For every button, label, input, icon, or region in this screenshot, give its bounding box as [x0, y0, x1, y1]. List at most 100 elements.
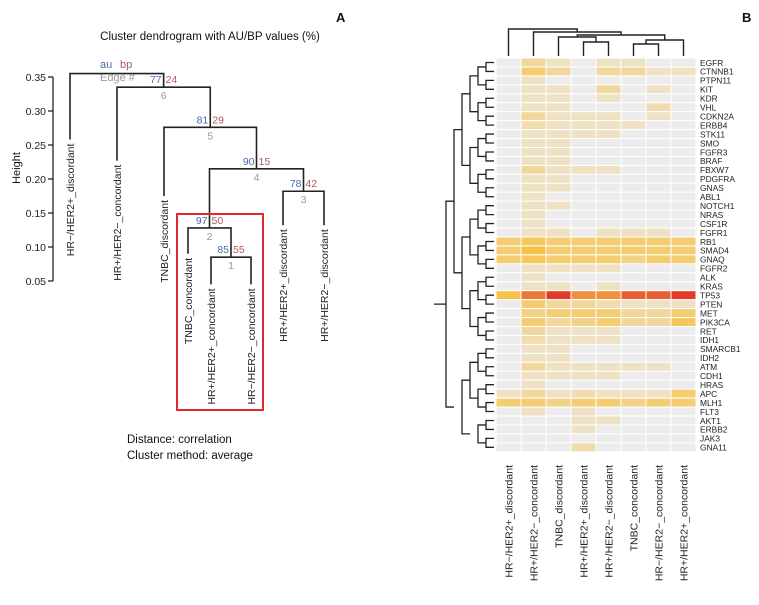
- heatmap-cell: [545, 129, 572, 140]
- heatmap-cell: [645, 120, 672, 131]
- heatmap-cell: [670, 227, 697, 238]
- heatmap-row-label: CSF1R: [700, 219, 727, 229]
- heatmap-cell: [520, 129, 547, 140]
- heatmap-cell: [545, 84, 572, 95]
- heatmap-cell: [495, 326, 522, 336]
- heatmap-row-label: CDKN2A: [700, 111, 734, 121]
- heatmap-cell: [645, 227, 672, 238]
- heatmap-cell: [620, 308, 647, 319]
- heatmap-cell: [670, 93, 697, 104]
- heatmap-cell: [670, 308, 697, 319]
- leaf-label: HR+/HER2−_concordant: [112, 165, 124, 281]
- node-au-value: 77: [150, 74, 162, 86]
- heatmap-cell: [570, 218, 597, 229]
- node-au-value: 81: [197, 114, 209, 126]
- leaf-label: TNBC_discordant: [159, 200, 171, 283]
- heatmap-cell: [620, 263, 647, 274]
- heatmap-column-label: HR−/HER2−_concordant: [654, 465, 666, 581]
- heatmap-cell: [520, 442, 547, 453]
- heatmap-row-label: PIK3CA: [700, 317, 730, 327]
- heatmap-cell: [595, 379, 622, 390]
- heatmap-row-label: MET: [700, 308, 718, 318]
- heatmap-cell: [545, 147, 572, 157]
- heatmap-cell: [670, 138, 697, 149]
- heatmap-cell: [520, 218, 547, 229]
- heatmap-cell: [495, 138, 522, 149]
- heatmap-cell: [520, 209, 547, 220]
- heatmap-cell: [595, 227, 622, 238]
- heatmap-cell: [495, 308, 522, 319]
- heatmap-cell: [495, 102, 522, 113]
- heatmap-cell: [645, 299, 672, 310]
- row-tree-branch: [477, 173, 486, 193]
- heatmap-cell: [520, 227, 547, 238]
- row-tree-branch: [485, 169, 494, 180]
- heatmap-cell: [645, 433, 672, 444]
- heatmap-cell: [495, 236, 522, 247]
- heatmap-cell: [520, 379, 547, 390]
- heatmap-row-label: PTPN11: [700, 76, 731, 86]
- heatmap-cell: [495, 424, 522, 435]
- leaf-label: HR+/HER2−_discordant: [319, 229, 331, 342]
- heatmap-row-label: RET: [700, 326, 717, 336]
- heatmap-cell: [570, 182, 597, 193]
- heatmap-cell: [545, 93, 572, 104]
- heatmap-cell: [595, 290, 622, 301]
- heatmap-cell: [545, 182, 572, 193]
- heatmap-cell: [645, 200, 672, 211]
- heatmap-cell: [570, 191, 597, 202]
- heatmap-row-label: PTEN: [700, 299, 722, 309]
- heatmap-cell: [520, 317, 547, 327]
- heatmap-cell: [670, 200, 697, 211]
- heatmap-cell: [620, 200, 647, 211]
- heatmap-cell: [545, 75, 572, 86]
- heatmap-cell: [520, 111, 547, 122]
- heatmap-cell: [520, 388, 547, 399]
- heatmap-column-dendrogram: [507, 28, 685, 56]
- heatmap-cell: [495, 442, 522, 453]
- heatmap-cell: [645, 102, 672, 113]
- heatmap-cell: [645, 361, 672, 372]
- heatmap-cell: [645, 218, 672, 229]
- heatmap-cell: [520, 138, 547, 149]
- heatmap-row-label: ERBB2: [700, 425, 728, 435]
- node-edge-number: 6: [161, 90, 167, 102]
- heatmap-cell: [595, 424, 622, 435]
- heatmap-cell: [645, 84, 672, 95]
- heatmap-cell: [495, 173, 522, 184]
- heatmap-cell: [670, 102, 697, 113]
- heatmap-cell: [670, 424, 697, 435]
- heatmap-cell: [620, 111, 647, 122]
- heatmap-cell: [495, 299, 522, 310]
- heatmap-row-label: SMARCB1: [700, 344, 741, 354]
- heatmap-cell: [495, 155, 522, 166]
- column-tree-branch: [582, 41, 610, 56]
- heatmap-cell: [620, 129, 647, 140]
- heatmap-row-label: ERBB4: [700, 120, 728, 130]
- y-tick-label: 0.15: [26, 208, 47, 220]
- heatmap-row-labels: EGFRCTNNB1PTPN11KITKDRVHLCDKN2AERBB4STK1…: [700, 58, 741, 453]
- row-tree-branch: [485, 419, 494, 431]
- heatmap-cell: [670, 129, 697, 140]
- heatmap-row-label: HRAS: [700, 380, 724, 390]
- row-tree-branch: [485, 330, 494, 341]
- node-bp-value: 24: [166, 74, 178, 86]
- heatmap-cell: [495, 317, 522, 327]
- heatmap-cell: [545, 326, 572, 336]
- heatmap-cell: [645, 111, 672, 122]
- heatmap-cell: [620, 66, 647, 77]
- heatmap-cell: [595, 75, 622, 86]
- heatmap-cell: [570, 84, 597, 95]
- heatmap-cell: [595, 147, 622, 157]
- heatmap-cell: [520, 334, 547, 345]
- heatmap-cell: [570, 361, 597, 372]
- heatmap-cell: [495, 57, 522, 68]
- heatmap-cell: [570, 129, 597, 140]
- heatmap-cell: [620, 379, 647, 390]
- heatmap-cell: [595, 57, 622, 68]
- row-tree-branch: [485, 187, 494, 198]
- heatmap-cell: [570, 147, 597, 157]
- heatmap-cells: [495, 57, 697, 453]
- node-edge-number: 3: [301, 194, 307, 206]
